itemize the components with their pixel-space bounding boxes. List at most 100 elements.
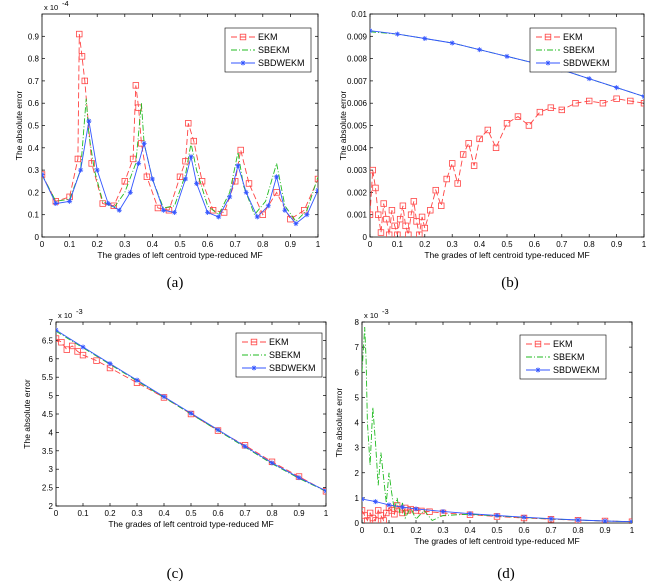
x-tick-label: 0	[54, 509, 59, 518]
y-tick-label: 0.01	[351, 10, 367, 19]
data-point-ekm	[402, 222, 409, 230]
data-point-ekm	[438, 202, 445, 209]
x-tick-label: 0.1	[64, 240, 76, 249]
x-tick-label: 0.4	[474, 240, 486, 249]
data-point-ekm	[413, 218, 420, 225]
data-point-sbdwekm	[67, 198, 73, 204]
data-point-sbdwekm	[548, 516, 554, 522]
x-tick-label: 0.2	[410, 526, 422, 535]
data-point-ekm	[375, 211, 382, 218]
legend-label-sbekm: SBEKM	[269, 350, 301, 360]
x-tick-label: 0	[40, 240, 45, 249]
legend-label-sbdwekm: SBDWEKM	[269, 363, 316, 373]
x-tick-label: 0.7	[230, 240, 242, 249]
legend-label-ekm: EKM	[553, 339, 573, 349]
panel-caption: (b)	[501, 275, 519, 291]
x-tick-label: 0.3	[131, 509, 143, 518]
data-point-ekm	[421, 224, 428, 232]
data-point-sbdwekm	[362, 496, 365, 502]
y-tick-label: 5	[355, 393, 360, 402]
y-tick-label: 0	[35, 233, 40, 242]
x-tick-label: 0.1	[383, 526, 395, 535]
data-point-ekm	[190, 137, 197, 145]
legend-label-ekm: EKM	[258, 32, 278, 42]
data-point-sbdwekm	[149, 176, 155, 182]
series-line-sbekm	[362, 326, 632, 523]
data-point-ekm	[599, 100, 607, 107]
y-tick-label: 2	[49, 502, 54, 511]
data-point-sbdwekm	[586, 76, 592, 82]
y-tick-label: 5	[49, 392, 54, 401]
data-point-ekm	[88, 160, 95, 167]
x-tick-label: 0.6	[518, 526, 530, 535]
data-point-sbdwekm	[105, 201, 111, 207]
x-tick-label: 1	[642, 240, 647, 249]
data-point-ekm	[459, 151, 467, 158]
data-point-sbdwekm	[323, 488, 326, 494]
data-point-sbdwekm	[80, 344, 86, 350]
data-point-sbdwekm	[107, 361, 113, 367]
data-point-sbdwekm	[42, 172, 45, 178]
legend: EKM SBEKM SBDWEKM	[529, 27, 617, 73]
y-tick-label: 0.9	[28, 32, 40, 41]
data-point-ekm	[76, 30, 83, 38]
y-tick-label: 4	[49, 428, 54, 437]
y-tick-label: 2.5	[42, 484, 54, 493]
legend: EKM SBEKM SBDWEKM	[224, 27, 312, 73]
legend-label-sbekm: SBEKM	[563, 45, 595, 55]
chart-panel-c: 0 0.1 0.2 0.3 0.4 0.5 0.6 0.7 0.8 0.9 1 2 2.5 3 3.5 4 4.…	[22, 307, 329, 582]
y-tick-label: 7	[49, 318, 54, 327]
data-point-sbdwekm	[614, 85, 620, 91]
x-tick-label: 0.2	[104, 509, 116, 518]
y-tick-label: 0.6	[28, 99, 40, 108]
data-point-sbdwekm	[86, 118, 92, 124]
data-point-sbdwekm	[243, 189, 249, 195]
data-point-ekm	[410, 198, 418, 205]
x-tick-label: 0.5	[501, 240, 513, 249]
x-axis-label: The grades of left centroid type-reduced…	[414, 536, 579, 546]
y-tick-label: 0.008	[347, 55, 368, 64]
data-point-ekm	[69, 342, 76, 350]
y-tick-label: 0.4	[28, 144, 40, 153]
data-point-ekm	[388, 207, 396, 214]
data-point-ekm	[372, 184, 379, 192]
y-tick-label: 0.7	[28, 77, 40, 86]
data-point-sbdwekm	[205, 209, 211, 215]
x-tick-label: 1	[316, 240, 321, 249]
chart-panel-b: 0 0.1 0.2 0.3 0.4 0.5 0.6 0.7 0.8 0.9 1 0 0.001 0.002…	[338, 10, 647, 291]
y-tick-label: 0.1	[28, 211, 40, 220]
data-point-sbdwekm	[575, 517, 581, 523]
axis-exponent: x 10	[44, 3, 58, 12]
data-point-ekm	[484, 126, 492, 134]
data-point-sbdwekm	[188, 154, 194, 160]
data-point-sbdwekm	[641, 94, 644, 100]
data-point-ekm	[405, 231, 412, 237]
y-tick-label: 0	[363, 233, 368, 242]
data-point-ekm	[427, 207, 434, 214]
x-tick-label: 0.5	[174, 240, 186, 249]
y-tick-label: 0.004	[347, 144, 368, 153]
data-point-sbdwekm	[293, 221, 299, 227]
data-point-ekm	[314, 175, 318, 183]
data-point-ekm	[383, 215, 390, 223]
data-point-ekm	[396, 215, 404, 223]
data-point-sbdwekm	[53, 201, 59, 207]
data-point-sbdwekm	[269, 460, 275, 466]
x-tick-label: 0.6	[212, 509, 224, 518]
data-point-ekm	[465, 140, 472, 147]
x-tick-label: 0.5	[491, 526, 503, 535]
data-point-ekm	[370, 166, 376, 174]
data-point-ekm	[503, 120, 511, 127]
data-point-ekm	[380, 517, 387, 523]
y-tick-label: 0.009	[347, 32, 368, 41]
chart-panel-d: 0 0.1 0.2 0.3 0.4 0.5 0.6 0.7 0.8 0.9 1 0 1 2 3 4 5 6 7 8 x …	[334, 307, 635, 582]
data-point-ekm	[627, 97, 634, 105]
data-point-ekm	[182, 157, 189, 165]
data-point-ekm	[176, 173, 184, 180]
data-point-sbdwekm	[78, 167, 84, 173]
data-point-sbdwekm	[521, 514, 527, 520]
legend-label-sbdwekm: SBDWEKM	[553, 365, 600, 375]
data-point-ekm	[416, 231, 423, 237]
data-point-ekm	[525, 122, 533, 129]
